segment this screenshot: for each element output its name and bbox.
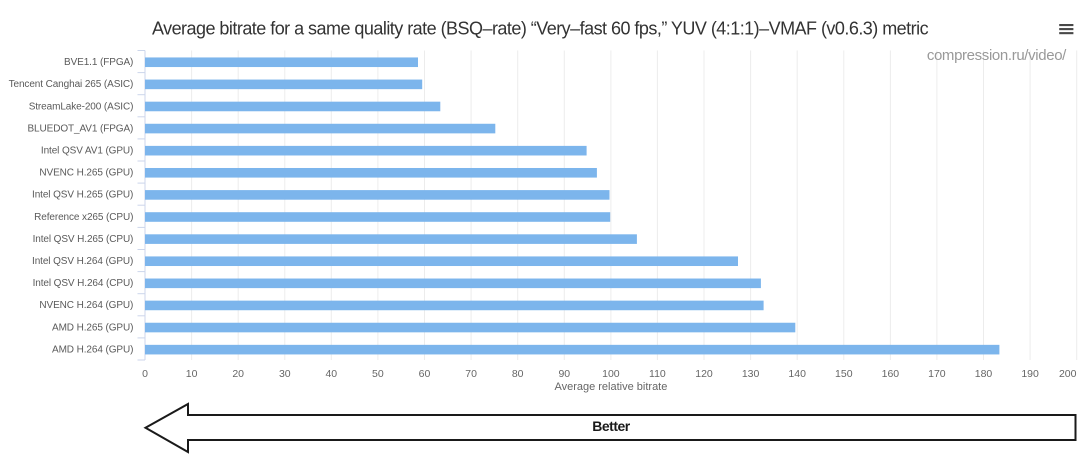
- svg-text:BLUEDOT_AV1 (FPGA): BLUEDOT_AV1 (FPGA): [27, 123, 133, 134]
- svg-text:160: 160: [882, 368, 900, 380]
- svg-text:Tencent Canghai 265 (ASIC): Tencent Canghai 265 (ASIC): [9, 79, 134, 90]
- svg-text:AMD H.265 (GPU): AMD H.265 (GPU): [52, 322, 133, 333]
- svg-text:110: 110: [649, 368, 666, 380]
- svg-text:120: 120: [695, 368, 713, 380]
- svg-text:180: 180: [975, 368, 993, 380]
- svg-text:NVENC H.265 (GPU): NVENC H.265 (GPU): [39, 168, 133, 179]
- svg-text:10: 10: [186, 368, 198, 380]
- svg-text:Average bitrate for a same qua: Average bitrate for a same quality rate …: [152, 19, 929, 39]
- svg-text:Better: Better: [592, 418, 631, 434]
- svg-text:50: 50: [372, 368, 384, 380]
- svg-text:40: 40: [325, 368, 337, 380]
- svg-text:Average relative bitrate: Average relative bitrate: [554, 381, 667, 393]
- svg-text:Intel QSV H.265 (GPU): Intel QSV H.265 (GPU): [32, 190, 133, 201]
- svg-text:Intel QSV H.264 (CPU): Intel QSV H.264 (CPU): [33, 278, 134, 289]
- svg-text:60: 60: [419, 368, 431, 380]
- svg-text:StreamLake-200 (ASIC): StreamLake-200 (ASIC): [29, 101, 134, 112]
- svg-text:170: 170: [928, 368, 946, 380]
- svg-text:Intel QSV H.265 (CPU): Intel QSV H.265 (CPU): [33, 234, 134, 245]
- svg-text:100: 100: [602, 368, 620, 380]
- svg-text:90: 90: [558, 368, 570, 380]
- svg-text:BVE1.1 (FPGA): BVE1.1 (FPGA): [64, 57, 133, 68]
- svg-text:200: 200: [1059, 368, 1077, 380]
- svg-text:Reference x265 (CPU): Reference x265 (CPU): [34, 212, 133, 223]
- svg-text:NVENC H.264 (GPU): NVENC H.264 (GPU): [39, 300, 133, 311]
- svg-text:0: 0: [142, 368, 148, 380]
- svg-text:20: 20: [232, 368, 244, 380]
- svg-text:140: 140: [788, 368, 806, 380]
- svg-text:190: 190: [1021, 368, 1039, 380]
- svg-text:150: 150: [835, 368, 853, 380]
- svg-text:Intel QSV H.264 (GPU): Intel QSV H.264 (GPU): [32, 256, 133, 267]
- svg-text:80: 80: [512, 368, 524, 380]
- svg-text:30: 30: [279, 368, 291, 380]
- svg-text:Intel QSV AV1 (GPU): Intel QSV AV1 (GPU): [41, 146, 133, 157]
- svg-text:AMD H.264 (GPU): AMD H.264 (GPU): [52, 344, 133, 355]
- svg-text:130: 130: [742, 368, 760, 380]
- svg-text:70: 70: [465, 368, 477, 380]
- svg-text:compression.ru/video/: compression.ru/video/: [927, 47, 1067, 64]
